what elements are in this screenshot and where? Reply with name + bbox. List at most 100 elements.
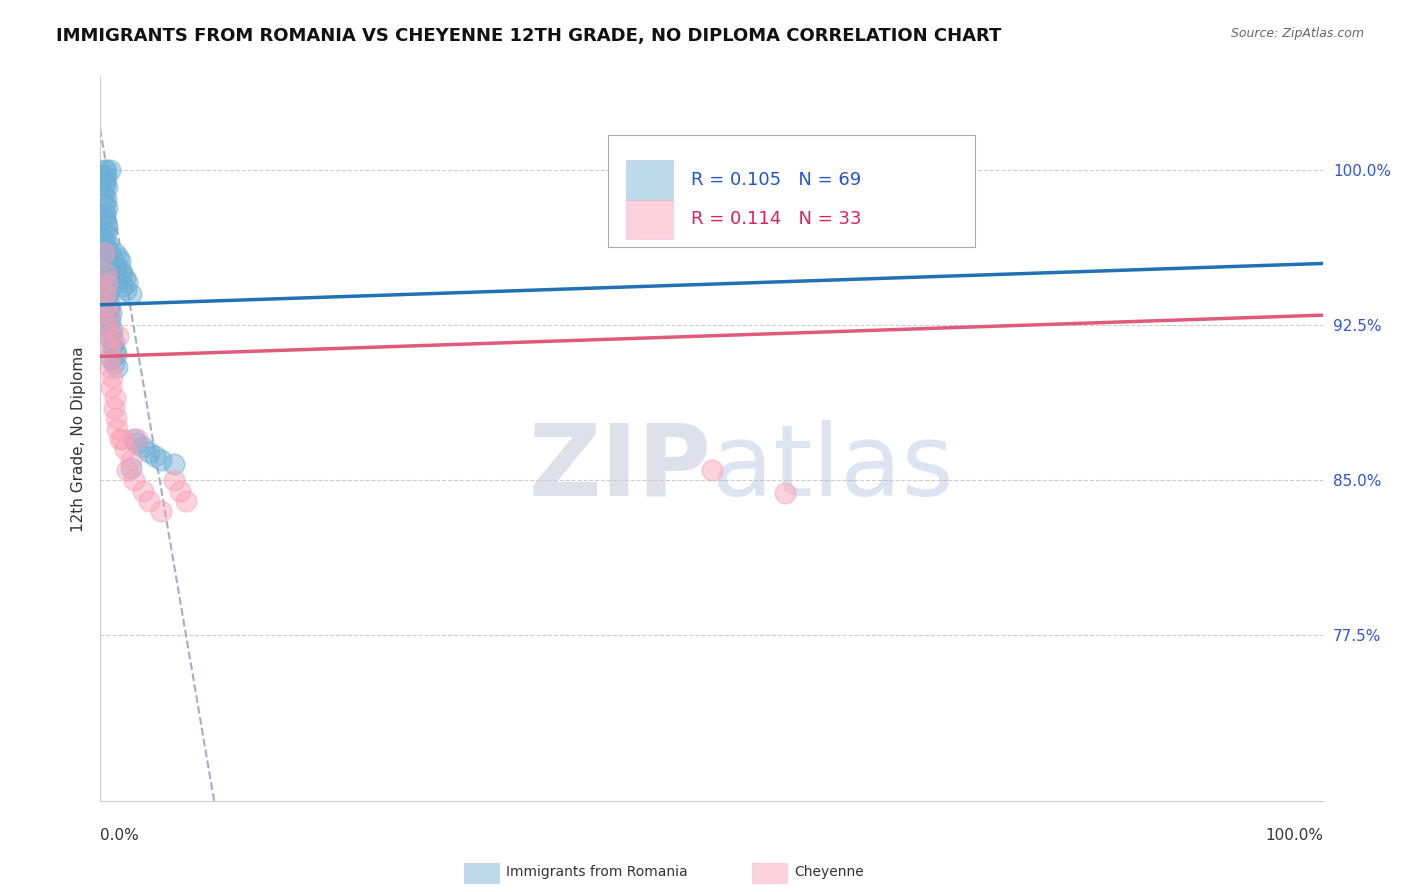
- Point: [107, 328, 129, 343]
- Point: [120, 287, 142, 301]
- Point: [98, 163, 121, 178]
- Point: [125, 436, 148, 450]
- Text: ZIP: ZIP: [529, 419, 711, 516]
- Point: [96, 293, 118, 308]
- Point: [132, 441, 155, 455]
- Point: [111, 432, 134, 446]
- Point: [101, 339, 124, 353]
- Point: [94, 287, 117, 301]
- Point: [96, 260, 118, 275]
- Text: IMMIGRANTS FROM ROMANIA VS CHEYENNE 12TH GRADE, NO DIPLOMA CORRELATION CHART: IMMIGRANTS FROM ROMANIA VS CHEYENNE 12TH…: [56, 27, 1001, 45]
- Point: [96, 318, 118, 333]
- Point: [124, 432, 146, 446]
- Point: [97, 308, 120, 322]
- Point: [112, 279, 135, 293]
- Point: [114, 271, 136, 285]
- Point: [96, 219, 118, 234]
- Point: [138, 494, 160, 508]
- Point: [104, 391, 127, 405]
- Point: [96, 201, 118, 215]
- Point: [96, 256, 118, 270]
- Point: [94, 207, 117, 221]
- Point: [98, 298, 121, 312]
- FancyBboxPatch shape: [626, 161, 672, 200]
- Point: [162, 457, 184, 471]
- Point: [150, 504, 173, 518]
- Point: [97, 244, 120, 258]
- Point: [94, 178, 117, 192]
- Point: [96, 289, 118, 303]
- Point: [150, 452, 173, 467]
- Point: [96, 169, 118, 184]
- Text: R = 0.105   N = 69: R = 0.105 N = 69: [690, 171, 860, 189]
- Point: [143, 449, 166, 463]
- Point: [100, 306, 122, 320]
- Point: [98, 314, 121, 328]
- Point: [96, 180, 118, 194]
- Point: [100, 380, 122, 394]
- Point: [125, 432, 148, 446]
- Point: [100, 351, 122, 366]
- Point: [107, 250, 129, 264]
- Point: [96, 267, 118, 281]
- Point: [111, 267, 134, 281]
- Point: [93, 211, 115, 225]
- Point: [115, 275, 138, 289]
- Point: [114, 442, 136, 457]
- Point: [174, 494, 197, 508]
- Point: [98, 331, 121, 345]
- Point: [94, 196, 117, 211]
- Point: [700, 463, 723, 477]
- Point: [97, 285, 120, 300]
- Point: [96, 268, 118, 283]
- Point: [110, 262, 132, 277]
- Text: atlas: atlas: [711, 419, 953, 516]
- Point: [105, 359, 128, 374]
- Point: [138, 444, 160, 458]
- Point: [169, 483, 191, 498]
- Point: [132, 483, 155, 498]
- Point: [105, 422, 128, 436]
- Point: [101, 322, 124, 336]
- Point: [93, 246, 115, 260]
- Point: [100, 326, 122, 341]
- Text: 100.0%: 100.0%: [1265, 828, 1323, 843]
- Point: [108, 432, 131, 446]
- Point: [105, 259, 128, 273]
- Text: Immigrants from Romania: Immigrants from Romania: [506, 865, 688, 880]
- Point: [124, 474, 146, 488]
- Point: [97, 310, 120, 325]
- Point: [97, 301, 120, 316]
- Point: [97, 265, 120, 279]
- Point: [96, 227, 118, 242]
- Text: 0.0%: 0.0%: [100, 828, 139, 843]
- Point: [96, 193, 118, 207]
- Point: [101, 370, 124, 384]
- Point: [98, 359, 121, 374]
- FancyBboxPatch shape: [607, 136, 974, 247]
- Point: [104, 343, 127, 358]
- Point: [94, 252, 117, 267]
- Point: [120, 452, 142, 467]
- Point: [94, 273, 117, 287]
- Point: [115, 463, 138, 477]
- Point: [94, 223, 117, 237]
- Point: [94, 163, 117, 178]
- Point: [96, 248, 118, 262]
- Point: [93, 232, 115, 246]
- Y-axis label: 12th Grade, No Diploma: 12th Grade, No Diploma: [72, 346, 86, 532]
- Point: [103, 356, 125, 370]
- Point: [93, 188, 115, 202]
- Text: Source: ZipAtlas.com: Source: ZipAtlas.com: [1230, 27, 1364, 40]
- Point: [104, 246, 127, 260]
- Point: [93, 168, 115, 182]
- Point: [96, 298, 118, 312]
- Point: [96, 235, 118, 250]
- Point: [96, 277, 118, 292]
- FancyBboxPatch shape: [626, 200, 672, 239]
- Point: [105, 347, 128, 361]
- Point: [108, 254, 131, 268]
- Point: [162, 474, 184, 488]
- Text: Cheyenne: Cheyenne: [794, 865, 865, 880]
- Point: [103, 401, 125, 416]
